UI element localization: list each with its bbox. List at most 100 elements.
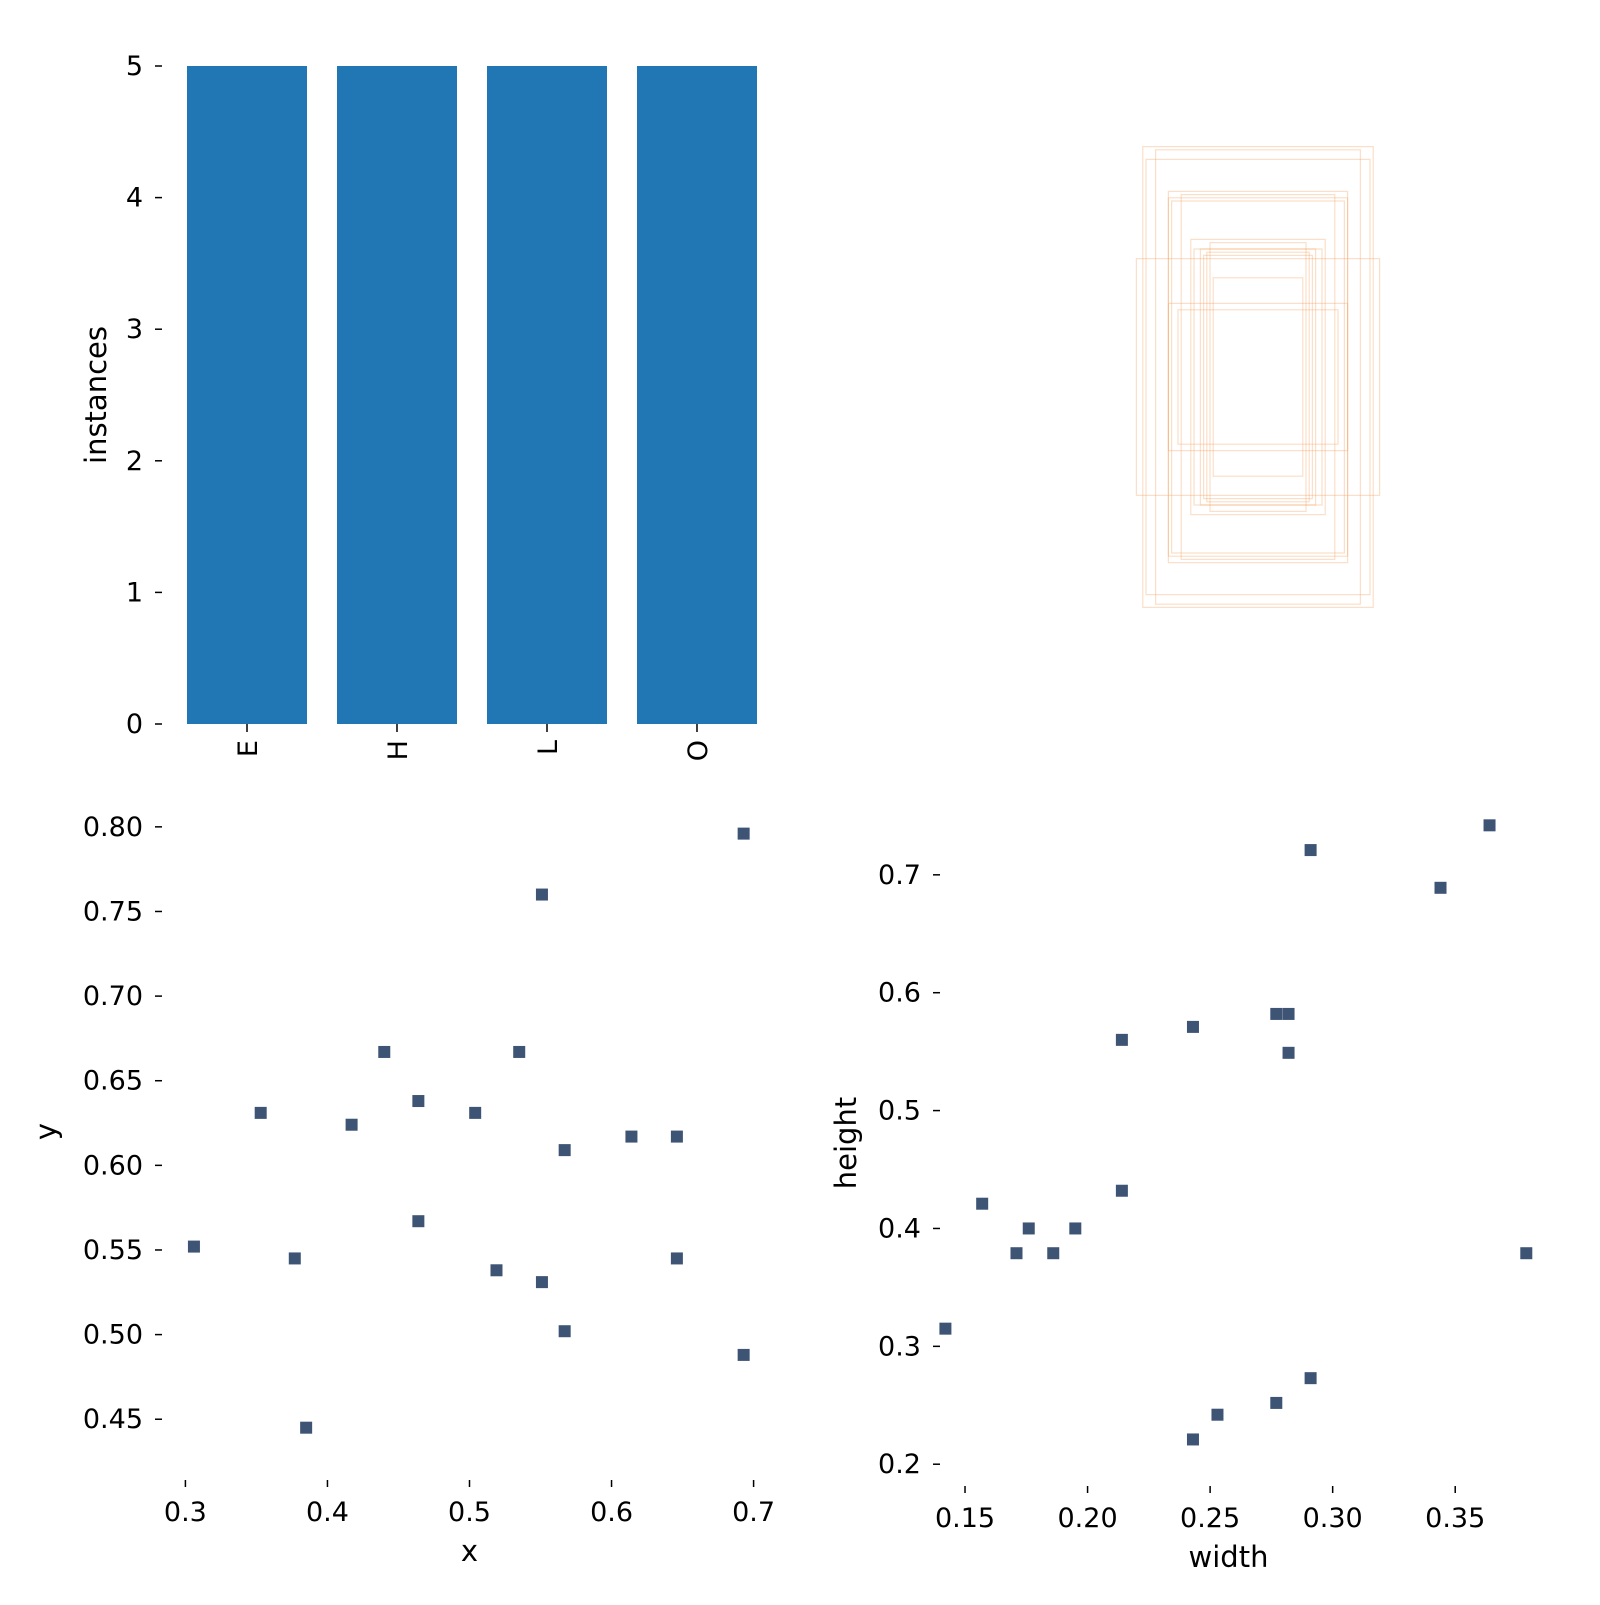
x-tick-label: 0.15 (935, 1503, 995, 1534)
box-overlay-panel (1135, 146, 1381, 608)
scatter-point (737, 827, 750, 840)
bounding-box-outline (1202, 254, 1313, 500)
y-tick-label: 0.75 (83, 896, 143, 927)
scatter-point (1211, 1408, 1224, 1421)
bar-O (637, 66, 757, 724)
y-tick-label: 4 (126, 183, 143, 214)
scatter-point (1304, 1372, 1317, 1385)
scatter-point (1304, 844, 1317, 857)
scatter-point (1069, 1222, 1082, 1235)
bar-E (187, 66, 307, 724)
bounding-box-outline (1180, 194, 1336, 560)
bounding-box-outline (1212, 277, 1304, 477)
scatter-point (625, 1130, 638, 1143)
y-tick-label: 3 (126, 314, 143, 345)
x-tick-label: 0.7 (732, 1497, 775, 1528)
y-tick-label: 0.55 (83, 1235, 143, 1266)
y-tick-label: 0.65 (83, 1066, 143, 1097)
scatter-point (1270, 1396, 1283, 1409)
bounding-box-outline (1199, 248, 1317, 506)
scatter-point (187, 1240, 200, 1253)
bounding-box-outline (1142, 146, 1374, 608)
bounding-box-outline (1170, 200, 1345, 554)
bar-H (337, 66, 457, 724)
bounding-box-outline (1145, 158, 1371, 596)
y-tick-label: 0.2 (878, 1449, 921, 1480)
x-tick-label: 0.6 (590, 1497, 633, 1528)
scatter-point (976, 1197, 989, 1210)
y-tick-label: 0.3 (878, 1331, 921, 1362)
scatter-point (412, 1215, 425, 1228)
scatter-point (513, 1045, 526, 1058)
x-tick-label: 0.35 (1425, 1503, 1485, 1534)
y-tick-label: 0 (126, 709, 143, 740)
x-tick-label: H (383, 740, 414, 760)
scatter-point (670, 1130, 683, 1143)
scatter-point (378, 1045, 391, 1058)
bounding-box-outline (1177, 309, 1339, 445)
scatter-point (1115, 1184, 1128, 1197)
scatter-point (300, 1421, 313, 1434)
scatter-point (1282, 1007, 1295, 1020)
scatter-point (1282, 1046, 1295, 1059)
y-tick-label: 0.70 (83, 981, 143, 1012)
y-axis-title: instances (79, 326, 113, 464)
scatter-point (1270, 1007, 1283, 1020)
x-tick-label: 0.3 (164, 1497, 207, 1528)
x-tick-label: E (233, 740, 264, 757)
scatter-point (558, 1325, 571, 1338)
bounding-box-outline (1167, 302, 1349, 452)
x-tick-label: L (533, 740, 564, 755)
scatter-point (469, 1106, 482, 1119)
x-axis-title: width (1189, 1540, 1269, 1574)
x-y-scatter-panel: 0.45 0.50 0.55 0.60 0.65 0.70 0.75 0.80 0.3 0.4 0.… (29, 812, 775, 1568)
x-tick-label: 0.4 (306, 1497, 349, 1528)
y-tick-label: 0.45 (83, 1404, 143, 1435)
y-tick-label: 0.7 (878, 860, 921, 891)
y-tick-label: 0.80 (83, 812, 143, 843)
scatter-point (1186, 1020, 1199, 1033)
bounding-box-outline (1193, 248, 1323, 506)
bounding-box-outline (1167, 190, 1349, 564)
y-axis-title: height (829, 1097, 863, 1189)
scatter-point (288, 1252, 301, 1265)
y-tick-label: 0.6 (878, 978, 921, 1009)
bar-L (487, 66, 607, 724)
scatter-point (939, 1322, 952, 1335)
scatter-point (1047, 1247, 1060, 1260)
width-height-scatter-panel: 0.2 0.3 0.4 0.5 0.6 0.7 0.15 0.20 0.25 0.30 0.35 wi… (829, 819, 1533, 1574)
scatter-point (254, 1106, 267, 1119)
scatter-point (1010, 1247, 1023, 1260)
scatter-point (737, 1348, 750, 1361)
scatter-point (1186, 1433, 1199, 1446)
bounding-box-outline (1190, 238, 1326, 516)
y-tick-label: 0.5 (878, 1096, 921, 1127)
y-tick-label: 2 (126, 446, 143, 477)
bounding-box-outline (1135, 258, 1381, 497)
bounding-box-outline (1154, 149, 1361, 605)
scatter-point (1434, 881, 1447, 894)
x-tick-label: 0.25 (1180, 1503, 1240, 1534)
y-tick-label: 0.60 (83, 1150, 143, 1181)
x-tick-label: 0.20 (1058, 1503, 1118, 1534)
x-tick-label: 0.5 (448, 1497, 491, 1528)
scatter-point (1483, 819, 1496, 832)
scatter-point (412, 1095, 425, 1108)
y-tick-label: 0.4 (878, 1213, 921, 1244)
scatter-point (535, 888, 548, 901)
scatter-point (1115, 1033, 1128, 1046)
bounding-box-outline (1206, 251, 1310, 503)
bounding-box-outline (1167, 197, 1349, 557)
y-axis-title: y (29, 1123, 63, 1140)
y-tick-label: 0.50 (83, 1320, 143, 1351)
x-tick-label: O (683, 740, 714, 761)
bounding-box-outline (1209, 242, 1307, 512)
scatter-point (490, 1264, 503, 1277)
scatter-point (535, 1276, 548, 1289)
scatter-point (670, 1252, 683, 1265)
x-tick-label: 0.30 (1303, 1503, 1363, 1534)
y-tick-label: 1 (126, 577, 143, 608)
